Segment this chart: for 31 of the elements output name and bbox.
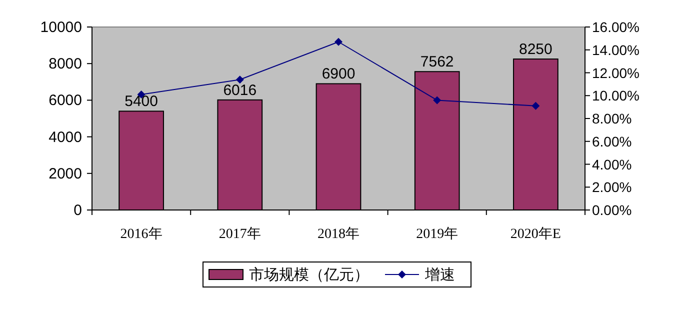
y2-tick-label: 4.00% <box>592 156 632 172</box>
data-label: 6016 <box>223 82 257 99</box>
y-tick-label: 8000 <box>48 56 82 73</box>
point <box>433 96 442 104</box>
data-label: 7562 <box>420 54 454 71</box>
legend-label: 增速 <box>424 266 455 284</box>
x-tick-label: 2018年 <box>318 226 360 242</box>
y-tick-label: 10000 <box>40 19 82 36</box>
x-tick-label: 2016年 <box>120 226 162 242</box>
y-tick-label: 2000 <box>48 165 82 182</box>
data-label: 6900 <box>322 66 356 83</box>
y2-tick-label: 8.00% <box>592 110 632 126</box>
y2-tick-label: 12.00% <box>592 64 640 81</box>
y-tick-label: 0 <box>74 202 82 219</box>
y2-tick-label: 16.00% <box>592 19 640 35</box>
y2-tick-label: 2.00% <box>592 179 632 196</box>
point <box>532 102 540 110</box>
data-label: 8250 <box>519 41 552 58</box>
y2-tick-label: 14.00% <box>592 42 640 58</box>
point <box>236 76 244 84</box>
y-tick-label: 4000 <box>48 128 82 146</box>
point <box>334 38 342 46</box>
y2-tick-label: 10.00% <box>592 88 640 104</box>
data-label: 5400 <box>124 93 158 110</box>
x-tick-label: 2019年 <box>416 226 458 242</box>
x-tick-label: 2017年 <box>218 226 261 242</box>
y2-tick-label: 0.00% <box>592 202 632 218</box>
x-tick-label: 2020年E <box>510 226 561 242</box>
legend-label: 市场规模（亿元） <box>249 266 369 284</box>
y2-tick-label: 6.00% <box>592 133 632 150</box>
y-tick-label: 6000 <box>48 92 82 110</box>
